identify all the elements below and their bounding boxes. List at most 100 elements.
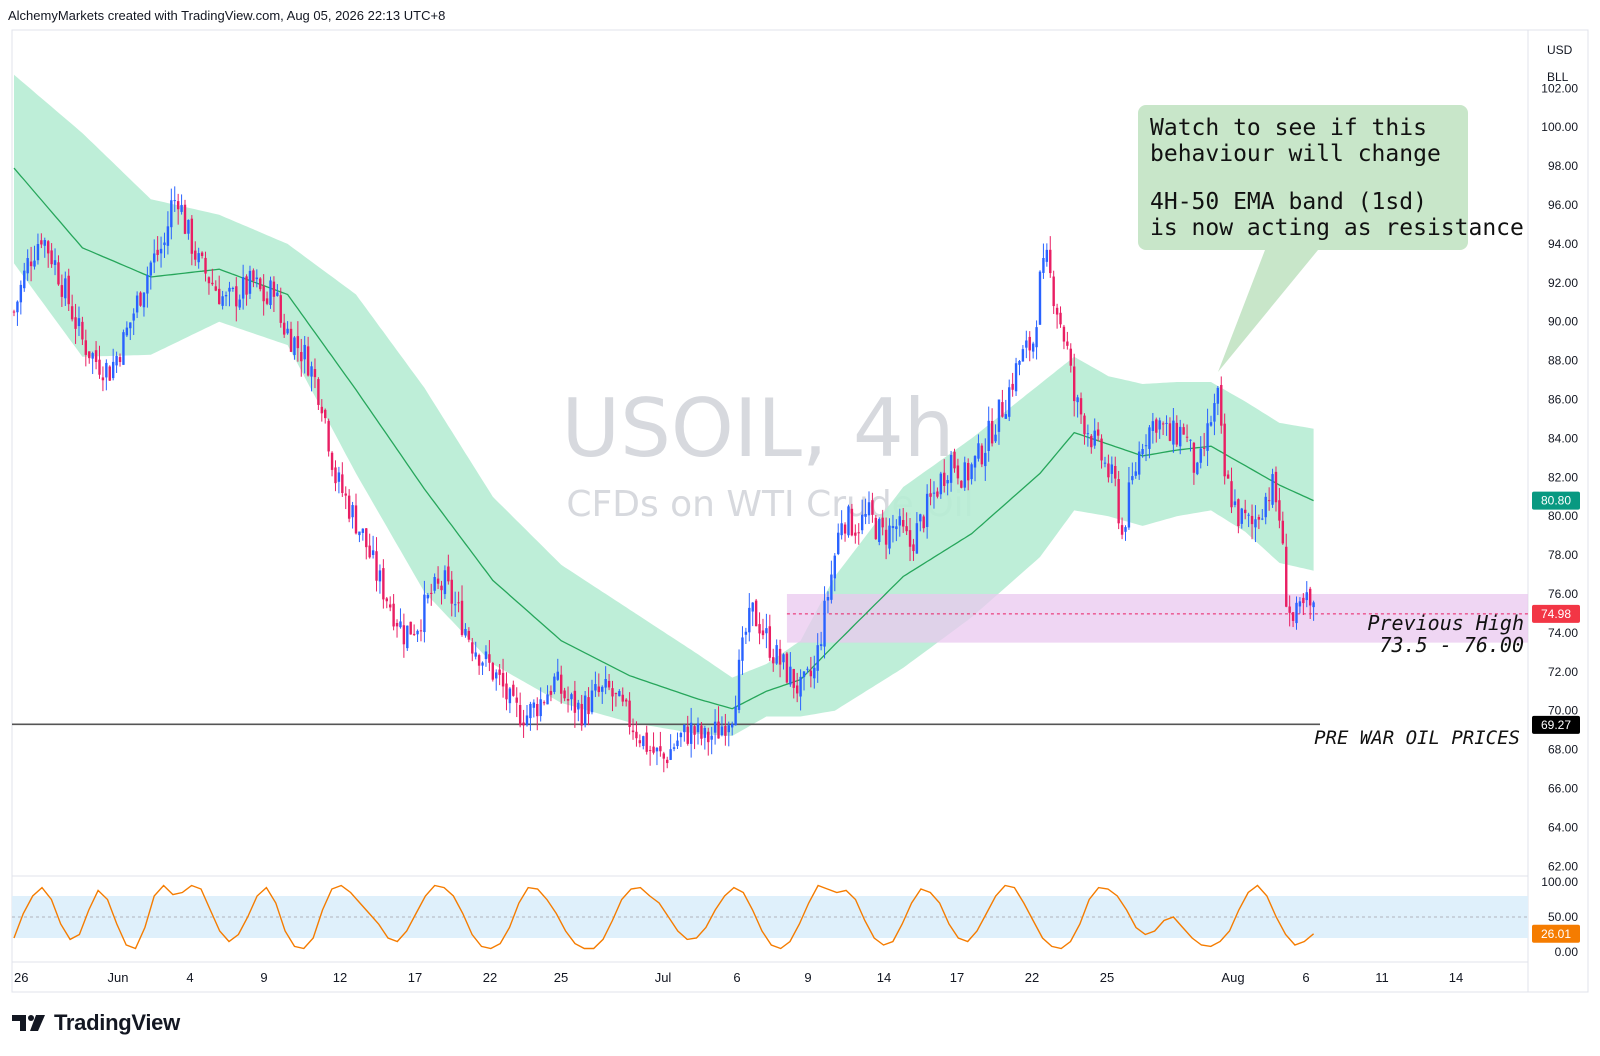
time-tick-label: Jun (108, 970, 129, 985)
price-tick-label: 86.00 (1548, 393, 1578, 407)
candle-body (1107, 463, 1110, 478)
candle-body (631, 730, 635, 733)
candle-body (1312, 602, 1315, 608)
oscillator-line (13, 884, 1315, 950)
price-tick-label: 98.00 (1548, 159, 1578, 173)
candle-body (795, 685, 799, 694)
time-tick-label: 12 (333, 970, 347, 985)
candle-body (601, 686, 604, 692)
candle-body (1045, 249, 1049, 262)
candle-body (546, 694, 549, 705)
candle-body (621, 694, 624, 702)
tradingview-logo[interactable]: TradingView (12, 1010, 180, 1036)
candle-body (707, 731, 710, 743)
time-tick-label: 14 (877, 970, 891, 985)
candle-body (895, 526, 898, 530)
candle-body (153, 253, 156, 263)
candle-body (994, 434, 997, 442)
candle-body (1093, 430, 1096, 446)
time-tick-label: 17 (408, 970, 422, 985)
candle-body (597, 686, 601, 693)
candle-body (683, 724, 686, 733)
candle-body (1031, 343, 1035, 352)
candle-body (628, 700, 631, 727)
candle-body (228, 287, 231, 292)
candle-body (1079, 398, 1083, 415)
candle-body (91, 353, 94, 359)
candle-body (12, 311, 16, 313)
candle-body (501, 672, 505, 687)
pre-war-label: PRE WAR OIL PRICES (1314, 727, 1520, 749)
time-tick-label: 25 (554, 970, 568, 985)
candle-body (241, 277, 245, 299)
candle-body (1161, 423, 1165, 425)
candle-body (23, 270, 26, 289)
candle-body (1110, 464, 1114, 474)
price-tick-label: 78.00 (1548, 548, 1578, 562)
candle-body (1028, 336, 1031, 351)
candle-body (1035, 327, 1038, 348)
candle-body (1267, 500, 1271, 502)
candle-body (491, 662, 494, 680)
time-tick-label: Aug (1221, 970, 1244, 985)
unit-label[interactable]: BLL (1547, 70, 1569, 84)
candle-body (525, 715, 529, 726)
candle-body (194, 250, 197, 260)
candle-body (368, 545, 371, 558)
candle-body (655, 747, 659, 752)
candle-body (505, 683, 508, 700)
price-scale[interactable]: 62.00 64.00 66.00 68.00 70.00 72.00 74.00 76.00… (1541, 81, 1578, 873)
candle-body (857, 532, 860, 534)
candle-body (382, 568, 385, 600)
candle-body (255, 277, 259, 280)
candle-body (888, 525, 891, 549)
price-tick-label: 76.00 (1548, 587, 1578, 601)
candle-body (720, 726, 724, 736)
candle-body (1018, 360, 1021, 365)
candle-body (395, 622, 399, 627)
candle-body (1261, 518, 1264, 520)
price-tick-label: 80.00 (1548, 509, 1578, 523)
candle-body (1189, 439, 1192, 441)
candle-body (1103, 462, 1107, 464)
candle-body (1179, 426, 1182, 447)
candle-body (819, 644, 823, 647)
candle-body (748, 607, 751, 633)
candle-body (238, 299, 241, 308)
currency-label[interactable]: USD (1547, 43, 1573, 57)
candle-body (734, 706, 737, 726)
candle-body (1069, 348, 1072, 366)
candle-body (669, 749, 672, 760)
time-tick-label: 4 (186, 970, 193, 985)
candle-body (799, 676, 802, 697)
candle-body (70, 306, 74, 320)
candle-body (587, 697, 590, 715)
candle-body (1247, 514, 1250, 516)
candle-body (365, 528, 368, 548)
annotation-line-4: is now acting as resistance (1150, 215, 1524, 241)
candle-body (334, 467, 337, 484)
candle-body (754, 600, 758, 627)
candle-body (337, 472, 341, 482)
chart-attribution: AlchemyMarkets created with TradingView.… (8, 8, 446, 23)
candle-body (724, 725, 727, 736)
candle-body (1155, 419, 1158, 433)
candle-body (611, 688, 614, 697)
candle-body (426, 594, 430, 599)
candle-body (1298, 601, 1302, 607)
candle-body (1042, 257, 1045, 273)
candle-body (423, 594, 426, 633)
watermark-symbol: USOIL, 4h (562, 382, 955, 475)
candle-body (782, 654, 785, 663)
candle-body (542, 702, 546, 704)
candle-body (289, 328, 293, 352)
candle-body (984, 452, 987, 467)
time-scale[interactable]: 26 Jun 4 9 12 17 22 25 Jul 6 9 14 17 22 25 Aug 6 11 14 (14, 970, 1463, 985)
candle-body (474, 652, 477, 657)
candle-body (929, 493, 932, 497)
candle-body (662, 753, 665, 759)
candle-body (785, 653, 789, 683)
price-badges: 80.80 74.98 69.27 (1532, 491, 1580, 734)
candle-body (1114, 465, 1117, 479)
